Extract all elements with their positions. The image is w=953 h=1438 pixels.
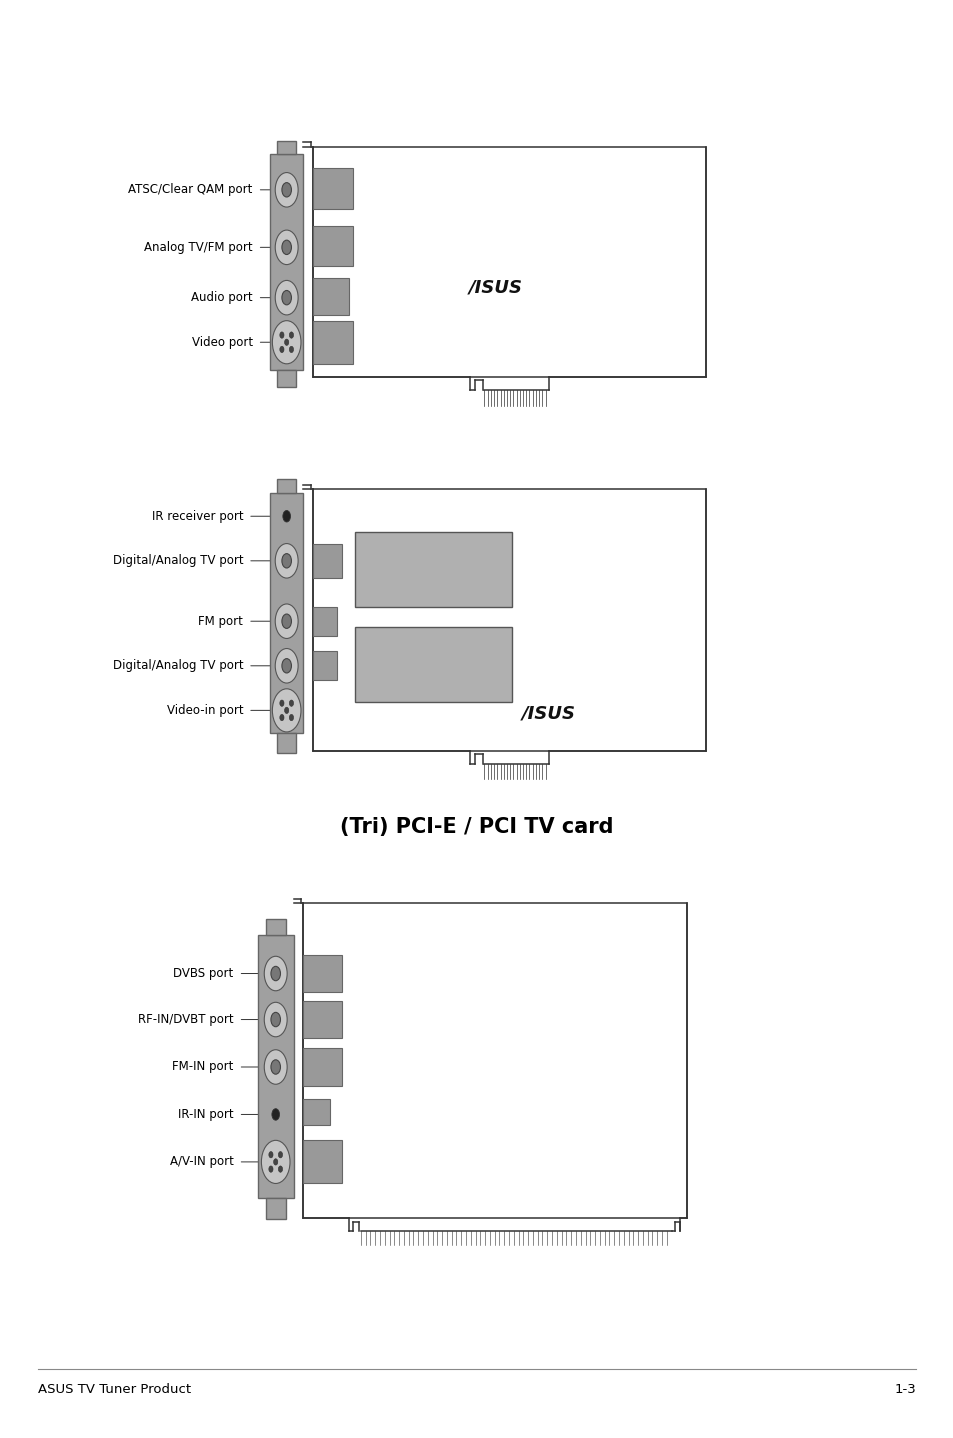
Circle shape	[274, 544, 297, 578]
Circle shape	[274, 173, 297, 207]
Circle shape	[272, 1109, 279, 1120]
Circle shape	[269, 1166, 273, 1172]
Text: (Tri) PCI-E / PCI TV card: (Tri) PCI-E / PCI TV card	[340, 817, 613, 837]
Circle shape	[279, 700, 284, 706]
Circle shape	[281, 554, 291, 568]
Circle shape	[274, 230, 297, 265]
Circle shape	[284, 339, 289, 345]
Circle shape	[279, 347, 284, 352]
Bar	[313, 226, 353, 266]
Circle shape	[281, 659, 291, 673]
Circle shape	[264, 956, 287, 991]
Text: ASUS TV Tuner Product: ASUS TV Tuner Product	[38, 1382, 192, 1396]
Bar	[266, 919, 285, 935]
Circle shape	[271, 1012, 280, 1027]
Circle shape	[284, 707, 289, 713]
Bar	[313, 607, 336, 636]
Circle shape	[269, 1152, 273, 1158]
Circle shape	[274, 604, 297, 638]
Text: Digital/Analog TV port: Digital/Analog TV port	[112, 554, 243, 568]
Bar	[355, 627, 512, 702]
Circle shape	[273, 689, 301, 732]
Bar	[313, 321, 353, 364]
Circle shape	[271, 966, 280, 981]
Bar	[303, 1140, 341, 1183]
Bar	[277, 370, 295, 387]
Text: FM port: FM port	[198, 614, 243, 628]
Bar	[257, 935, 294, 1198]
Bar	[313, 168, 353, 209]
Circle shape	[281, 240, 291, 255]
Circle shape	[274, 1159, 277, 1165]
Circle shape	[278, 1152, 282, 1158]
Bar	[303, 955, 341, 992]
Bar	[313, 544, 341, 578]
Bar	[266, 1198, 285, 1219]
Circle shape	[274, 280, 297, 315]
Text: RF-IN/DVBT port: RF-IN/DVBT port	[138, 1012, 233, 1027]
Bar	[303, 1099, 330, 1125]
Circle shape	[281, 290, 291, 305]
Text: Video port: Video port	[192, 335, 253, 349]
Bar	[277, 479, 295, 493]
Circle shape	[264, 1002, 287, 1037]
Circle shape	[279, 332, 284, 338]
Text: /ISUS: /ISUS	[469, 279, 522, 296]
Text: 1-3: 1-3	[893, 1382, 915, 1396]
Text: DVBS port: DVBS port	[173, 966, 233, 981]
Bar	[303, 1001, 341, 1038]
Circle shape	[289, 347, 294, 352]
Circle shape	[271, 1060, 280, 1074]
Text: Digital/Analog TV port: Digital/Analog TV port	[112, 659, 243, 673]
Bar	[313, 651, 336, 680]
Text: IR-IN port: IR-IN port	[178, 1107, 233, 1122]
Circle shape	[289, 715, 294, 720]
Circle shape	[282, 510, 290, 522]
Bar	[313, 489, 705, 751]
Circle shape	[274, 649, 297, 683]
Bar	[313, 147, 705, 377]
Bar	[355, 532, 512, 607]
Text: A/V-IN port: A/V-IN port	[170, 1155, 233, 1169]
Circle shape	[281, 183, 291, 197]
Text: FM-IN port: FM-IN port	[172, 1060, 233, 1074]
Circle shape	[289, 700, 294, 706]
Text: ATSC/Clear QAM port: ATSC/Clear QAM port	[129, 183, 253, 197]
Text: Video-in port: Video-in port	[167, 703, 243, 718]
Text: Analog TV/FM port: Analog TV/FM port	[144, 240, 253, 255]
Bar	[303, 903, 686, 1218]
Bar	[270, 493, 303, 733]
Bar	[277, 733, 295, 752]
Circle shape	[261, 1140, 290, 1183]
Circle shape	[278, 1166, 282, 1172]
Bar	[277, 141, 295, 154]
Circle shape	[281, 614, 291, 628]
Bar	[270, 154, 303, 370]
Text: Audio port: Audio port	[191, 290, 253, 305]
Circle shape	[279, 715, 284, 720]
Bar	[303, 1048, 341, 1086]
Circle shape	[273, 321, 301, 364]
Circle shape	[289, 332, 294, 338]
Text: /ISUS: /ISUS	[521, 705, 575, 722]
Circle shape	[264, 1050, 287, 1084]
Bar	[313, 278, 349, 315]
Text: IR receiver port: IR receiver port	[152, 509, 243, 523]
